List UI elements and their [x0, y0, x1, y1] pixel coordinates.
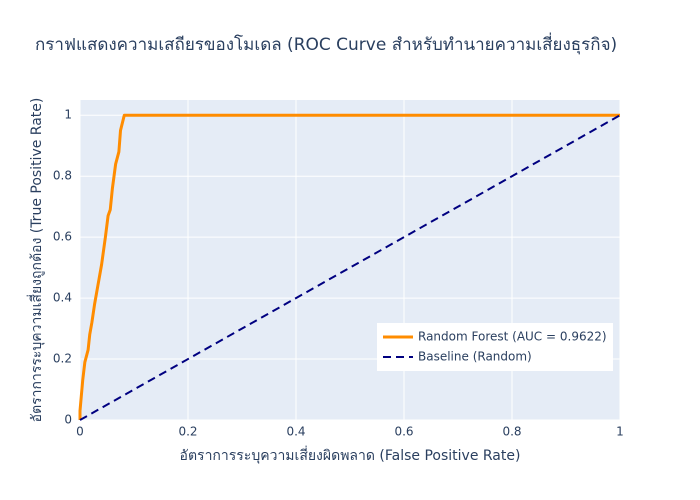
- x-tick-label: 0.6: [394, 425, 413, 439]
- y-tick-label: 0.8: [53, 169, 72, 183]
- y-tick-label: 0: [64, 413, 72, 427]
- x-axis-title: อัตราการระบุความเสี่ยงผิดพลาด (False Pos…: [180, 446, 521, 464]
- y-tick-label: 1: [64, 108, 72, 122]
- plot-area: [80, 100, 620, 420]
- legend-label[interactable]: Baseline (Random): [418, 350, 532, 364]
- y-axis-title: อัตราการระบุความเสี่ยงถูกต้อง (True Posi…: [27, 98, 45, 423]
- legend-label[interactable]: Random Forest (AUC = 0.9622): [418, 330, 607, 344]
- line: [78, 113, 620, 420]
- x-tick-label: 0.4: [286, 425, 305, 439]
- y-tick-label: 0.4: [53, 291, 72, 305]
- legend: [377, 323, 613, 371]
- x-tick-label: 0.2: [178, 425, 197, 439]
- x-tick-label: 0: [76, 425, 84, 439]
- chart-title: กราฟแสดงความเสถียรของโมเดล (ROC Curve สำ…: [35, 32, 617, 55]
- y-tick-label: 0.6: [53, 230, 72, 244]
- y-tick-label: 0.2: [53, 352, 72, 366]
- x-tick-label: 1: [616, 425, 624, 439]
- x-tick-label: 0.8: [502, 425, 521, 439]
